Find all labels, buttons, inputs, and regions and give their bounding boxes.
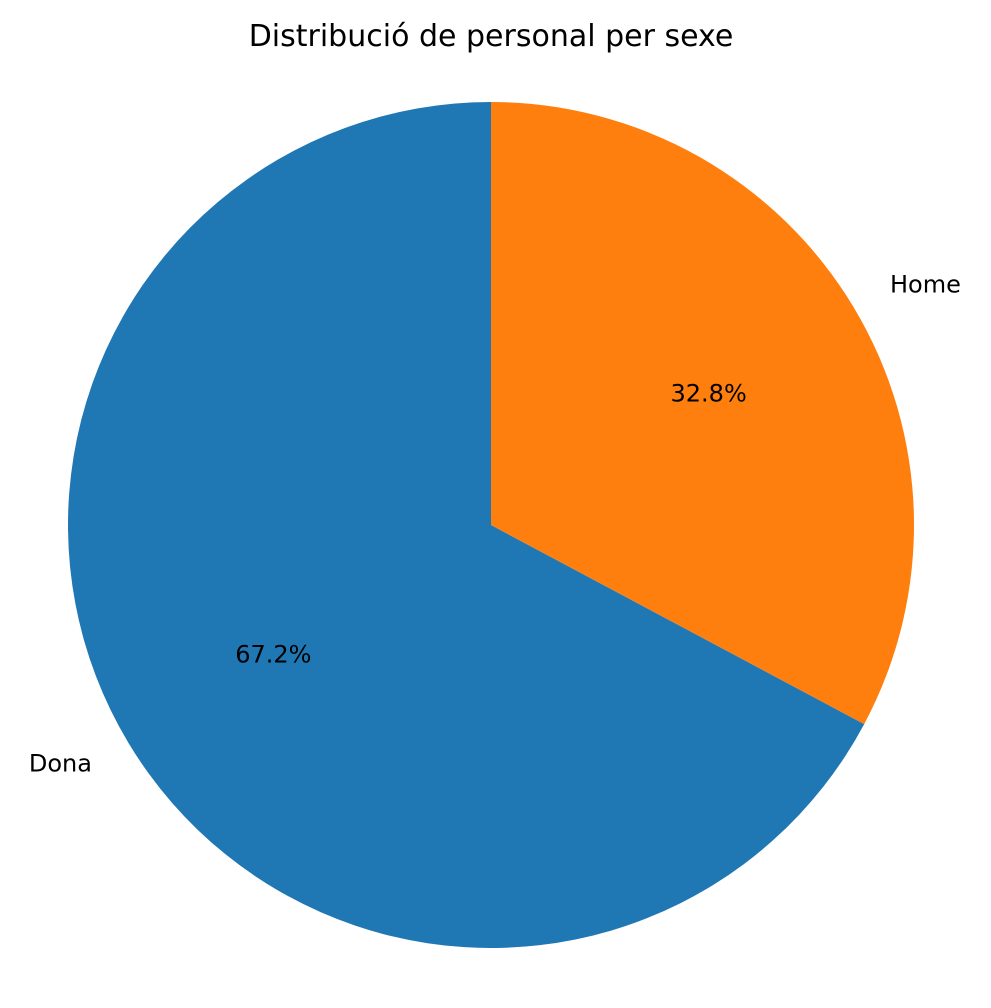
pie-category-label-home: Home <box>890 271 961 299</box>
pie-pct-label-home: 32.8% <box>671 379 747 407</box>
pie-slice-dona <box>67 102 865 948</box>
pie-pct-label-dona: 67.2% <box>235 641 311 669</box>
chart-title: Distribució de personal per sexe <box>249 19 734 54</box>
pie-slices <box>67 102 914 948</box>
pie-category-label-dona: Dona <box>29 749 92 777</box>
pie-labels: 67.2% Dona 32.8% Home <box>29 271 961 778</box>
pie-slice-home <box>491 102 914 725</box>
